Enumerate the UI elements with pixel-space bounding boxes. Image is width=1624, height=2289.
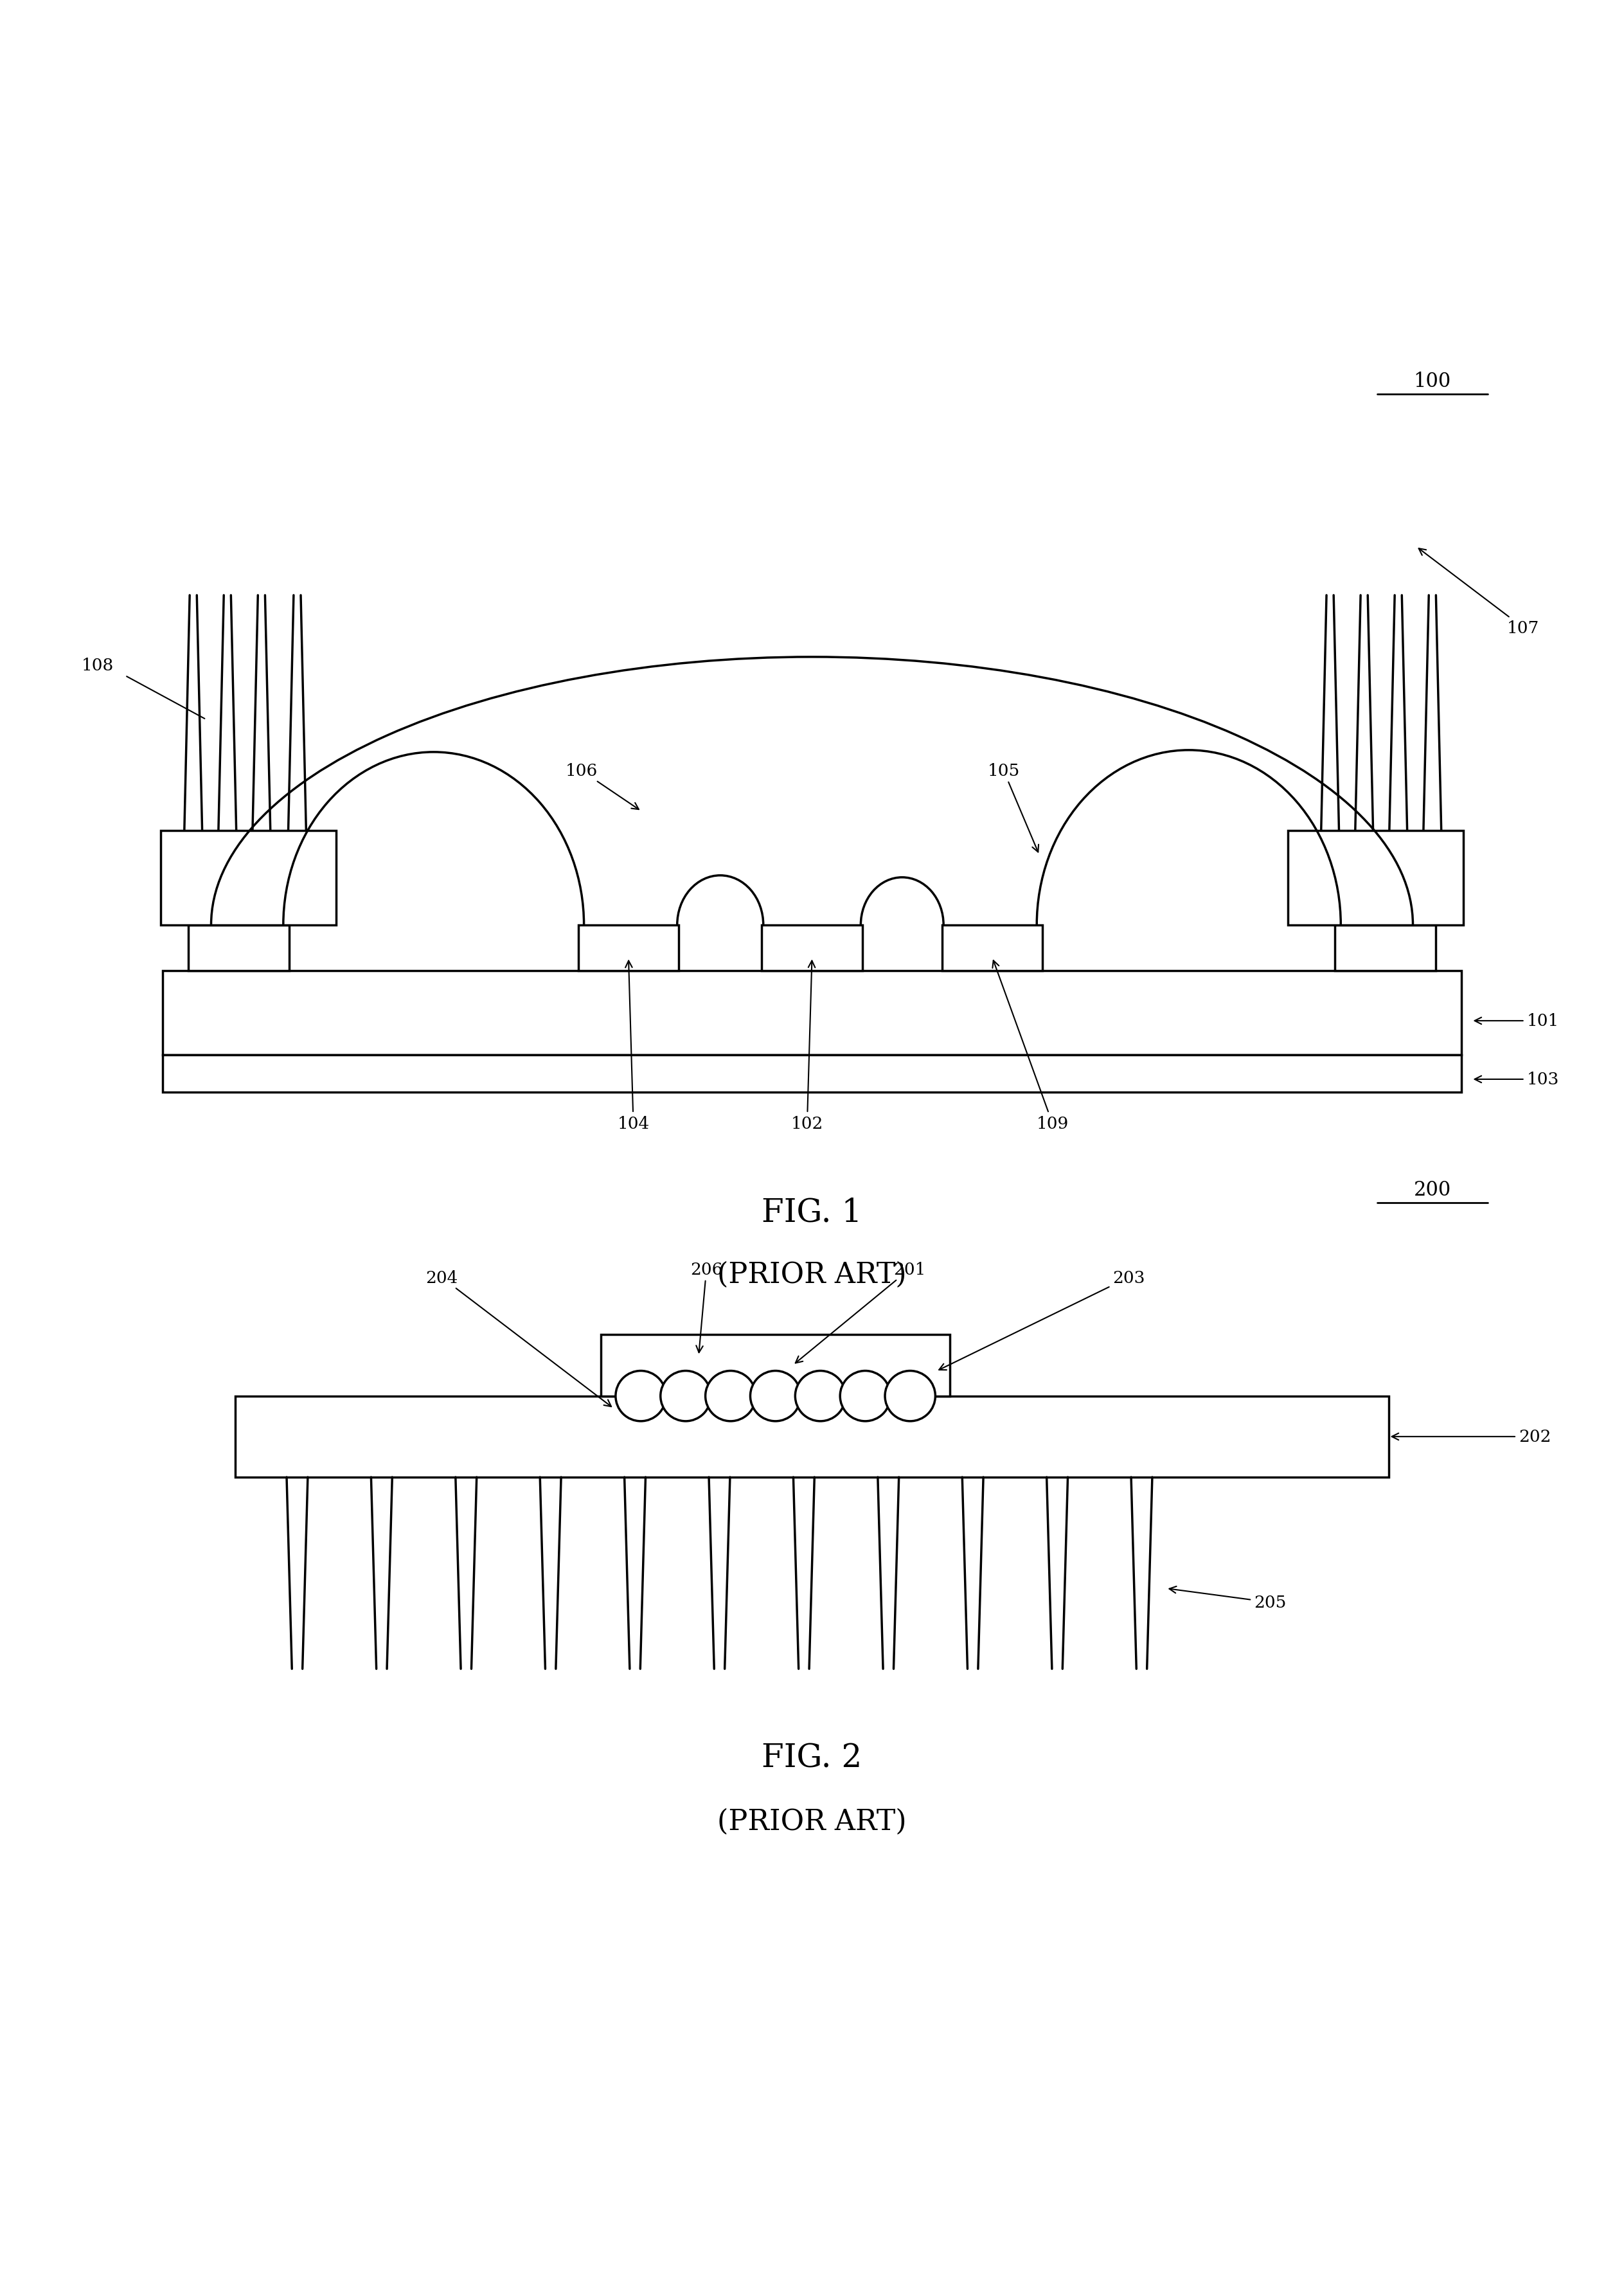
Bar — [942, 925, 1043, 971]
Text: (PRIOR ART): (PRIOR ART) — [718, 1808, 906, 1836]
Text: 202: 202 — [1392, 1428, 1551, 1444]
Circle shape — [615, 1371, 666, 1421]
Bar — [162, 971, 1462, 1055]
Text: (PRIOR ART): (PRIOR ART) — [718, 1261, 906, 1289]
Text: 204: 204 — [425, 1270, 611, 1408]
Bar — [188, 925, 289, 971]
Text: 205: 205 — [1169, 1586, 1286, 1611]
Text: 200: 200 — [1413, 1181, 1452, 1199]
Text: 108: 108 — [81, 657, 114, 673]
Circle shape — [750, 1371, 801, 1421]
Text: FIG. 1: FIG. 1 — [762, 1197, 862, 1229]
Bar — [161, 831, 336, 925]
Circle shape — [796, 1371, 846, 1421]
Text: 109: 109 — [992, 961, 1069, 1131]
Bar — [235, 1396, 1389, 1476]
Bar — [162, 1055, 1462, 1092]
Text: 106: 106 — [565, 762, 638, 810]
Bar — [1288, 831, 1463, 925]
Text: FIG. 2: FIG. 2 — [762, 1742, 862, 1774]
Text: 100: 100 — [1413, 371, 1452, 391]
Text: 203: 203 — [939, 1270, 1145, 1371]
Text: 107: 107 — [1419, 549, 1540, 636]
Text: 103: 103 — [1475, 1071, 1559, 1087]
Text: 206: 206 — [690, 1261, 723, 1353]
Text: 101: 101 — [1475, 1014, 1559, 1030]
Text: 102: 102 — [791, 961, 823, 1131]
Circle shape — [840, 1371, 890, 1421]
Bar — [601, 1334, 950, 1396]
Bar — [762, 925, 862, 971]
Circle shape — [661, 1371, 711, 1421]
Bar — [578, 925, 679, 971]
Text: 104: 104 — [617, 961, 650, 1131]
Text: 201: 201 — [796, 1261, 926, 1364]
Bar — [1335, 925, 1436, 971]
Circle shape — [705, 1371, 755, 1421]
Text: 105: 105 — [987, 762, 1039, 852]
Circle shape — [885, 1371, 935, 1421]
